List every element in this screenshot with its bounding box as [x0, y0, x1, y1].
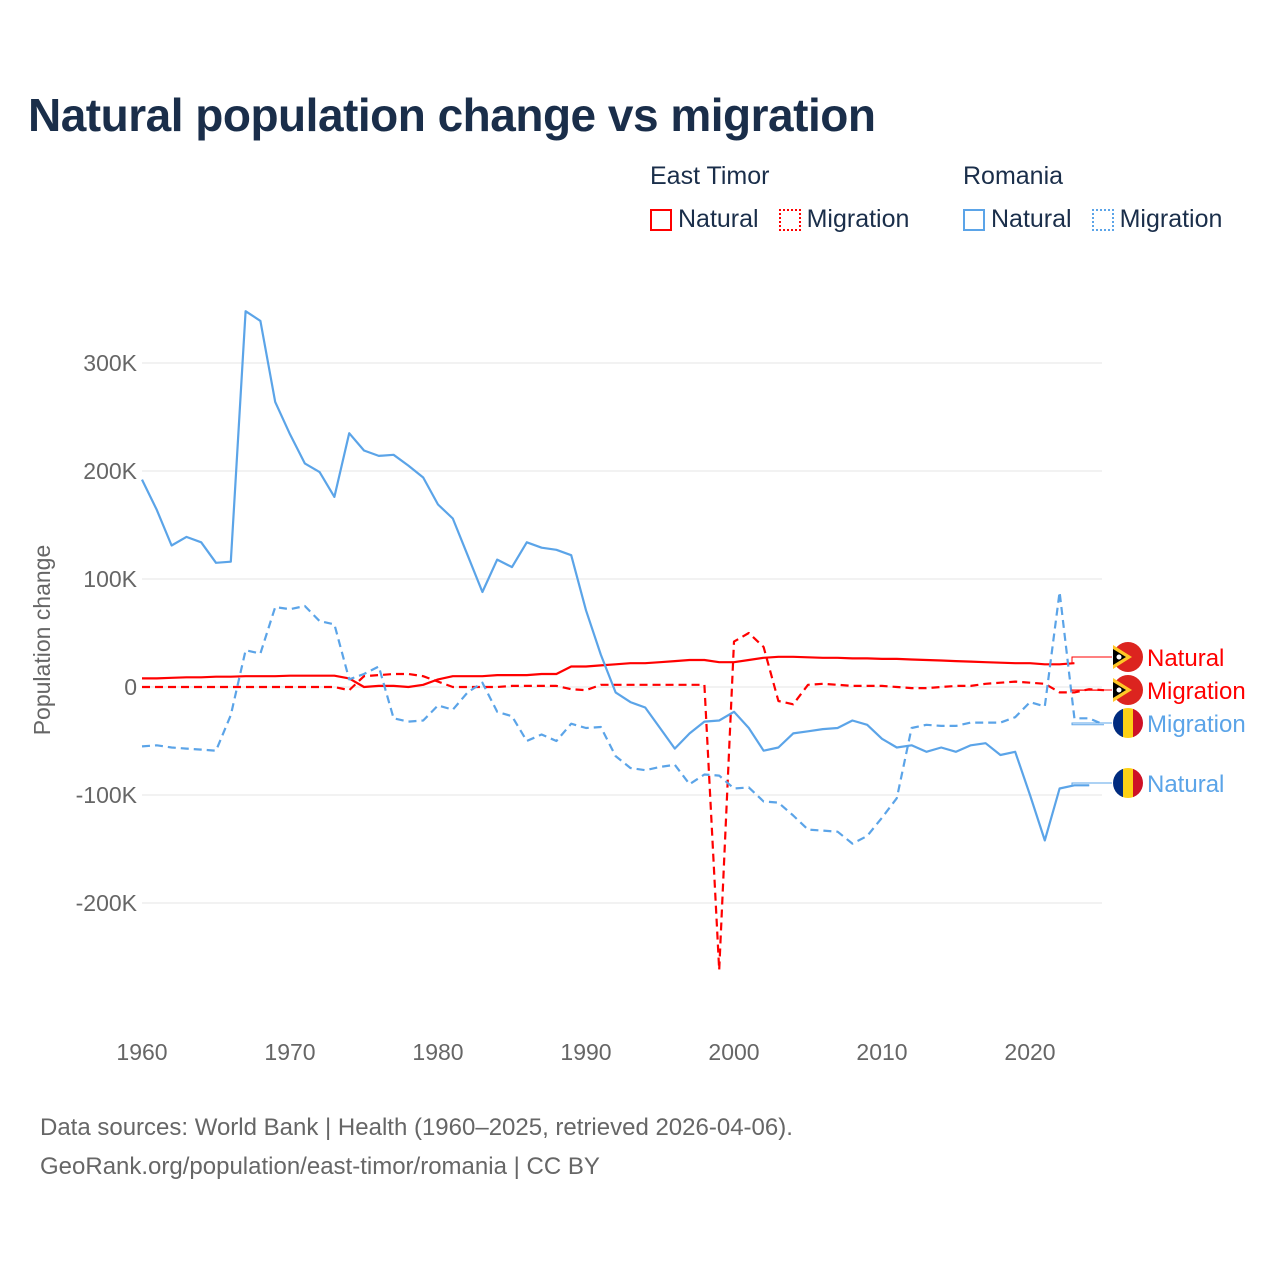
legend-item-romania-migration[interactable]: Migration: [1091, 205, 1223, 234]
y-tick-label: 200K: [83, 458, 137, 484]
romania-flag-icon: [1113, 708, 1143, 738]
solid-swatch-icon: [963, 208, 985, 231]
legend-group-title: Romania: [963, 162, 1064, 190]
series-line-east-timor-migration: [142, 631, 1105, 972]
legend-group-east-timor: East Timor Natural Migration: [650, 162, 909, 234]
dotted-swatch-icon: [1091, 208, 1114, 231]
legend-item-east-timor-migration[interactable]: Migration: [778, 205, 910, 234]
end-label: Migration: [1147, 711, 1246, 738]
x-tick-label: 1980: [412, 1039, 463, 1065]
chart-title: Natural population change vs migration: [28, 89, 876, 141]
flag-star: [1116, 654, 1122, 660]
flag-star: [1116, 687, 1122, 693]
series-line-romania-natural: [141, 310, 1090, 842]
x-tick-label: 1990: [560, 1039, 611, 1065]
end-label: Migration: [1147, 678, 1246, 705]
y-tick-label: -100K: [76, 782, 138, 808]
source-note: Data sources: World Bank | Health (1960–…: [40, 1108, 793, 1186]
end-label: Natural: [1147, 771, 1224, 798]
end-label-connector: [1071, 656, 1112, 664]
dotted-swatch-icon: [778, 208, 801, 231]
end-label: Natural: [1147, 645, 1224, 672]
x-tick-label: 2010: [856, 1039, 907, 1065]
legend-item-east-timor-natural[interactable]: Natural: [650, 205, 759, 234]
legend-label: Migration: [1119, 205, 1223, 233]
legend-label: Natural: [678, 205, 759, 233]
x-tick-label: 2000: [708, 1039, 759, 1065]
source-line-1: Data sources: World Bank | Health (1960–…: [40, 1114, 793, 1141]
legend-item-romania-natural[interactable]: Natural: [963, 205, 1072, 234]
legend-group-title: East Timor: [650, 162, 770, 190]
y-tick-label: -200K: [76, 890, 138, 916]
end-label-connector: [1071, 782, 1112, 786]
x-tick-label: 1960: [116, 1039, 167, 1065]
series-line-romania-migration: [141, 590, 1105, 845]
y-axis-label: Population change: [29, 545, 55, 736]
legend-label: Migration: [806, 205, 910, 233]
y-tick-label: 0: [124, 674, 137, 700]
x-tick-label: 2020: [1004, 1039, 1055, 1065]
x-tick-label: 1970: [264, 1039, 315, 1065]
series-line-east-timor-natural: [142, 655, 1075, 689]
romania-flag-icon: [1113, 768, 1143, 798]
legend-group-romania: Romania Natural Migration: [963, 162, 1222, 234]
source-line-2[interactable]: GeoRank.org/population/east-timor/romani…: [40, 1153, 600, 1180]
solid-swatch-icon: [650, 208, 672, 231]
legend-label: Natural: [991, 205, 1072, 233]
y-tick-label: 100K: [83, 566, 137, 592]
y-tick-label: 300K: [83, 350, 137, 376]
end-label-connector: [1071, 722, 1112, 726]
